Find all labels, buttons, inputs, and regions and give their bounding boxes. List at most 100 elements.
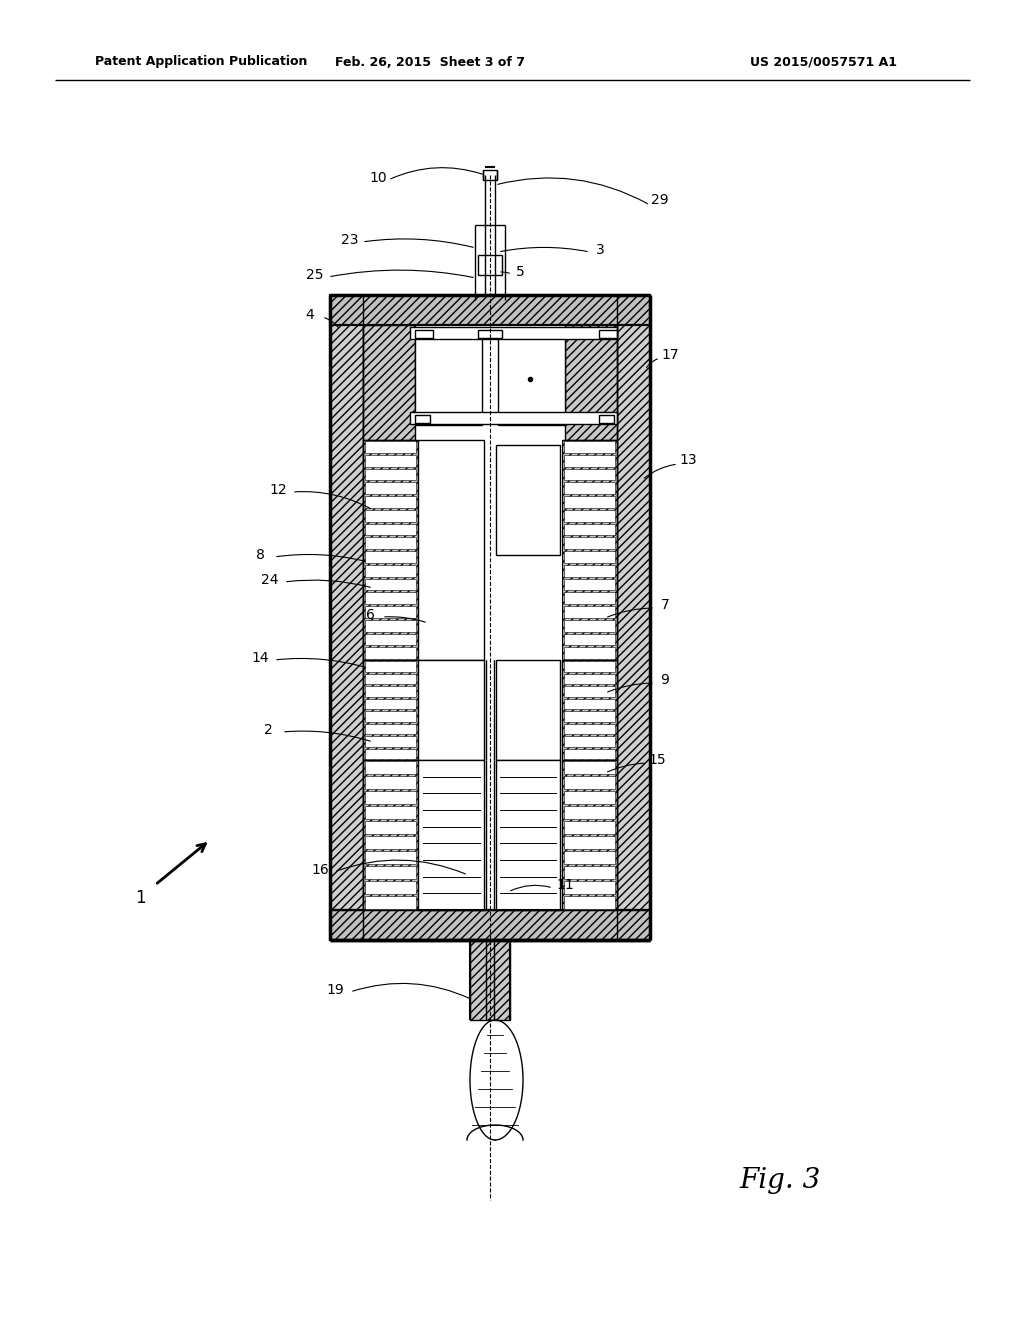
- Bar: [362, 760, 418, 909]
- Text: Feb. 26, 2015  Sheet 3 of 7: Feb. 26, 2015 Sheet 3 of 7: [335, 55, 525, 69]
- Bar: [564, 711, 615, 722]
- Bar: [564, 510, 615, 521]
- Bar: [365, 821, 416, 834]
- Text: 19: 19: [326, 983, 344, 997]
- Bar: [365, 578, 416, 590]
- Bar: [564, 634, 615, 645]
- Bar: [564, 524, 615, 535]
- Bar: [564, 807, 615, 818]
- Bar: [365, 455, 416, 466]
- Bar: [365, 661, 416, 672]
- Text: Patent Application Publication: Patent Application Publication: [95, 55, 307, 69]
- Bar: [410, 412, 617, 424]
- Bar: [365, 510, 416, 521]
- Bar: [496, 760, 560, 909]
- Text: 15: 15: [648, 752, 666, 767]
- Bar: [562, 760, 617, 909]
- Bar: [564, 698, 615, 709]
- Bar: [418, 440, 484, 660]
- Bar: [564, 441, 615, 453]
- Bar: [564, 565, 615, 577]
- Bar: [365, 550, 416, 562]
- Bar: [330, 294, 650, 325]
- Bar: [330, 294, 362, 940]
- Bar: [617, 294, 650, 940]
- Bar: [365, 851, 416, 865]
- Bar: [365, 762, 416, 774]
- Text: 25: 25: [306, 268, 324, 282]
- Text: 24: 24: [261, 573, 279, 587]
- Text: 8: 8: [256, 548, 264, 562]
- Bar: [496, 660, 560, 760]
- Bar: [365, 791, 416, 804]
- Bar: [564, 455, 615, 466]
- Bar: [362, 660, 418, 760]
- Text: 16: 16: [311, 863, 329, 876]
- Bar: [483, 170, 497, 180]
- Bar: [418, 660, 484, 760]
- Bar: [565, 325, 617, 440]
- Bar: [564, 723, 615, 734]
- Bar: [365, 866, 416, 879]
- Bar: [365, 524, 416, 535]
- Bar: [415, 330, 433, 338]
- Bar: [564, 866, 615, 879]
- Bar: [365, 748, 416, 759]
- Bar: [564, 821, 615, 834]
- Bar: [599, 414, 614, 422]
- Text: 2: 2: [263, 723, 272, 737]
- Bar: [564, 578, 615, 590]
- Bar: [564, 836, 615, 849]
- Text: 17: 17: [662, 348, 679, 362]
- Bar: [365, 593, 416, 605]
- Bar: [330, 909, 650, 940]
- Bar: [365, 537, 416, 549]
- Bar: [365, 469, 416, 480]
- Bar: [470, 940, 510, 1020]
- Bar: [564, 550, 615, 562]
- Bar: [564, 593, 615, 605]
- Bar: [365, 737, 416, 747]
- Bar: [564, 748, 615, 759]
- Bar: [564, 896, 615, 909]
- Bar: [562, 660, 617, 760]
- Bar: [564, 791, 615, 804]
- Bar: [562, 440, 617, 660]
- Bar: [330, 909, 650, 940]
- Bar: [564, 673, 615, 684]
- Bar: [564, 496, 615, 508]
- Bar: [498, 333, 565, 425]
- Bar: [415, 333, 482, 425]
- Bar: [564, 851, 615, 865]
- Text: 1: 1: [135, 888, 145, 907]
- Bar: [365, 686, 416, 697]
- Bar: [415, 414, 430, 422]
- Bar: [365, 776, 416, 789]
- Text: 13: 13: [679, 453, 696, 467]
- Bar: [564, 482, 615, 494]
- Bar: [365, 620, 416, 631]
- Text: 9: 9: [660, 673, 670, 686]
- Bar: [564, 762, 615, 774]
- Bar: [362, 325, 415, 440]
- Bar: [362, 440, 418, 660]
- Bar: [410, 327, 617, 339]
- Bar: [365, 634, 416, 645]
- Bar: [418, 760, 484, 909]
- Bar: [365, 836, 416, 849]
- Text: 12: 12: [269, 483, 287, 498]
- Bar: [365, 673, 416, 684]
- Bar: [564, 661, 615, 672]
- Text: 3: 3: [596, 243, 604, 257]
- Text: 10: 10: [370, 172, 387, 185]
- Bar: [365, 698, 416, 709]
- Bar: [365, 807, 416, 818]
- Bar: [478, 330, 502, 338]
- Text: 11: 11: [556, 878, 573, 892]
- Bar: [365, 565, 416, 577]
- Bar: [496, 445, 560, 554]
- Text: 7: 7: [660, 598, 670, 612]
- Bar: [418, 440, 562, 660]
- Text: 4: 4: [305, 308, 314, 322]
- Bar: [478, 255, 502, 275]
